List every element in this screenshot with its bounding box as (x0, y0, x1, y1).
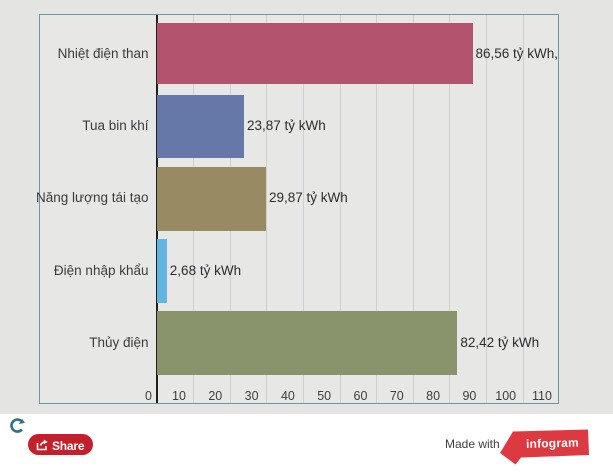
svg-text:infogram: infogram (526, 435, 579, 450)
